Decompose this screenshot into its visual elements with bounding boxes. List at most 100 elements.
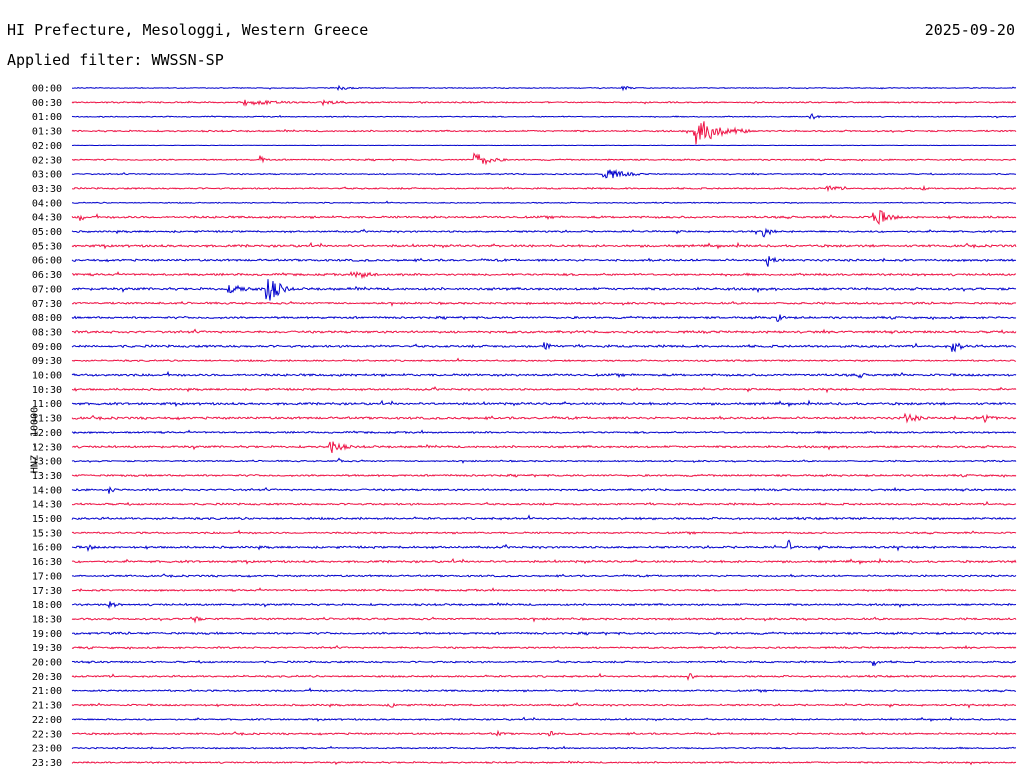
- tick-label-0130: 01:30: [32, 127, 62, 138]
- trace-line-0400: [71, 200, 1016, 204]
- trace-line-0700: [71, 279, 1017, 301]
- trace-line-1000: [71, 370, 1017, 379]
- tick-label-0030: 00:30: [32, 98, 62, 109]
- tick-label-0430: 04:30: [32, 213, 62, 224]
- tick-label-0600: 06:00: [32, 256, 62, 267]
- trace-line-1300: [71, 457, 1017, 464]
- trace-line-1200: [71, 429, 1017, 435]
- tick-label-0500: 05:00: [32, 227, 62, 238]
- trace-line-2330: [71, 760, 1017, 766]
- trace-line-2100: [71, 687, 1016, 694]
- trace-line-0730: [71, 300, 1017, 307]
- time-tick-labels: 00:00 00:30 01:00 01:30 02:00 02:30 03:00 03:30…: [32, 84, 62, 769]
- trace-line-1500: [71, 514, 1017, 521]
- tick-label-1730: 17:30: [32, 586, 62, 597]
- tick-label-1800: 18:00: [32, 600, 62, 611]
- trace-line-1930: [71, 644, 1017, 650]
- tick-label-1530: 15:30: [32, 528, 62, 539]
- tick-label-0000: 00:00: [32, 84, 62, 95]
- tick-label-0530: 05:30: [32, 241, 62, 252]
- tick-label-1500: 15:00: [32, 514, 62, 525]
- trace-line-0300: [71, 168, 1016, 179]
- tick-label-0200: 02:00: [32, 141, 62, 152]
- tick-label-2030: 20:30: [32, 672, 62, 683]
- trace-line-2130: [71, 702, 1017, 709]
- filter-label: Applied filter: WWSSN-SP: [7, 51, 224, 69]
- trace-line-2200: [71, 716, 1017, 722]
- trace-line-1630: [71, 557, 1017, 565]
- trace-line-1830: [71, 616, 1017, 624]
- trace-line-2030: [71, 672, 1017, 682]
- trace-line-1030: [71, 386, 1017, 394]
- tick-label-1330: 13:30: [32, 471, 62, 482]
- tick-label-0930: 09:30: [32, 356, 62, 367]
- trace-line-1230: [71, 441, 1017, 454]
- tick-label-2100: 21:00: [32, 686, 62, 697]
- trace-line-2000: [71, 659, 1017, 667]
- trace-line-0500: [71, 227, 1017, 238]
- trace-line-0200: [71, 144, 1017, 147]
- tick-label-1600: 16:00: [32, 543, 62, 554]
- trace-line-0230: [71, 152, 1017, 166]
- tick-label-0630: 06:30: [32, 270, 62, 281]
- trace-line-2300: [71, 745, 1016, 750]
- tick-label-1830: 18:30: [32, 614, 62, 625]
- tick-label-1000: 10:00: [32, 371, 62, 382]
- tick-label-1900: 19:00: [32, 629, 62, 640]
- trace-line-0630: [71, 270, 1016, 280]
- tick-label-1030: 10:30: [32, 385, 62, 396]
- tick-label-1930: 19:30: [32, 643, 62, 654]
- trace-line-0100: [71, 113, 1017, 120]
- tick-label-0400: 04:00: [32, 198, 62, 209]
- trace-line-1100: [71, 399, 1017, 408]
- trace-line-1330: [71, 473, 1017, 478]
- trace-line-0600: [71, 256, 1017, 267]
- tick-label-2330: 23:30: [32, 758, 62, 769]
- tick-label-0800: 08:00: [32, 313, 62, 324]
- tick-label-1130: 11:30: [32, 414, 62, 425]
- tick-label-0900: 09:00: [32, 342, 62, 353]
- tick-label-1200: 12:00: [32, 428, 62, 439]
- tick-label-1400: 14:00: [32, 485, 62, 496]
- tick-label-0830: 08:30: [32, 327, 62, 338]
- trace-line-1400: [71, 486, 1017, 494]
- trace-line-0830: [71, 328, 1017, 335]
- tick-label-2130: 21:30: [32, 701, 62, 712]
- tick-label-1100: 11:00: [32, 399, 62, 410]
- tick-label-0330: 03:30: [32, 184, 62, 195]
- trace-line-1900: [72, 631, 1017, 636]
- trace-line-0800: [71, 314, 1017, 323]
- trace-line-1600: [71, 539, 1017, 552]
- trace-line-1800: [71, 601, 1017, 609]
- tick-label-2000: 20:00: [32, 658, 62, 669]
- trace-line-0130: [71, 121, 1017, 145]
- tick-label-0100: 01:00: [32, 112, 62, 123]
- trace-line-1430: [71, 500, 1017, 506]
- tick-label-2300: 23:00: [32, 744, 62, 755]
- tick-label-0300: 03:00: [32, 170, 62, 181]
- tick-label-1630: 16:30: [32, 557, 62, 568]
- trace-line-0030: [71, 99, 1017, 107]
- trace-line-1530: [71, 529, 1017, 536]
- tick-label-1300: 13:00: [32, 457, 62, 468]
- trace-line-0000: [71, 84, 1017, 92]
- trace-line-2230: [71, 729, 1017, 737]
- station-title: HI Prefecture, Mesologgi, Western Greece: [7, 21, 369, 39]
- trace-line-1730: [71, 587, 1017, 593]
- tick-label-0230: 02:30: [32, 155, 62, 166]
- trace-line-1130: [71, 412, 1017, 424]
- tick-label-1230: 12:30: [32, 442, 62, 453]
- trace-line-0900: [71, 342, 1017, 353]
- trace-line-1700: [71, 573, 1017, 579]
- tick-label-2200: 22:00: [32, 715, 62, 726]
- trace-line-0530: [71, 241, 1017, 250]
- tick-label-0700: 07:00: [32, 284, 62, 295]
- tick-label-2230: 22:30: [32, 729, 62, 740]
- tick-label-1700: 17:00: [32, 571, 62, 582]
- tick-label-1430: 14:30: [32, 500, 62, 511]
- date-label: 2025-09-20: [924, 21, 1015, 39]
- tick-label-0730: 07:30: [32, 299, 62, 310]
- trace-line-0930: [71, 357, 1017, 363]
- trace-line-0330: [71, 184, 1017, 193]
